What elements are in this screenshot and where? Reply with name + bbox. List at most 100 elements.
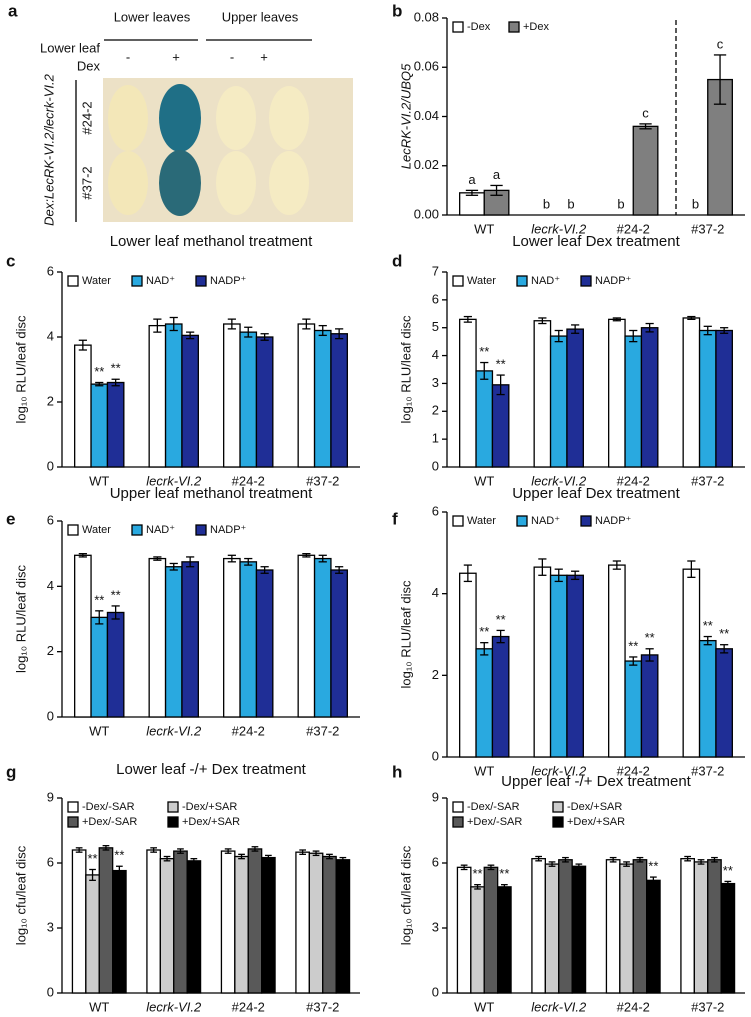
- bar: [186, 860, 202, 994]
- legend-label: Water: [82, 524, 111, 536]
- y-tick-label: 6: [432, 503, 439, 518]
- error-bar: [697, 859, 705, 865]
- y-tick-label: 0: [47, 984, 54, 999]
- error-bar: [703, 635, 712, 646]
- bar: [71, 849, 87, 994]
- error-bar: [227, 554, 236, 563]
- y-tick-label: 0.08: [414, 9, 439, 24]
- y-tick-label: 2: [47, 393, 54, 408]
- error-bar: [312, 850, 320, 857]
- y-tick-label: 9: [432, 789, 439, 804]
- dex-sign: -: [126, 49, 130, 64]
- annotation: c: [642, 105, 649, 120]
- error-bar: [95, 381, 104, 387]
- bar: [475, 370, 494, 468]
- bar: [619, 863, 634, 994]
- legend-swatch: [67, 816, 79, 828]
- error-bar: [244, 557, 253, 566]
- bar: [566, 328, 584, 468]
- x-tick-label: lecrk-VI.2: [531, 221, 587, 236]
- x-tick-label: #24-2: [232, 723, 265, 738]
- column-header: Upper leaves: [222, 9, 299, 24]
- legend-swatch: [452, 816, 464, 828]
- panel-letter: c: [6, 251, 15, 270]
- bar: [164, 566, 183, 718]
- error-bar: [487, 864, 495, 871]
- error-bar: [639, 123, 652, 130]
- error-bar: [496, 374, 505, 396]
- bar: [255, 336, 274, 468]
- legend-swatch: [552, 801, 564, 813]
- legend-label: -Dex: [467, 21, 491, 33]
- bar: [148, 557, 167, 718]
- leaf: [216, 151, 256, 215]
- bar: [682, 568, 701, 758]
- legend-label: NAD⁺: [146, 275, 175, 287]
- bar: [181, 561, 199, 718]
- error-bar: [260, 566, 269, 574]
- error-bar: [186, 556, 195, 568]
- error-bar: [720, 327, 729, 334]
- row-label: Dex: [77, 58, 101, 73]
- error-bar: [186, 331, 195, 340]
- panel-a: a Lower leaves Upper leaves Lower leaf D…: [8, 1, 353, 226]
- legend-swatch: [452, 515, 464, 527]
- bar: [549, 335, 568, 468]
- y-tick-label: 0: [47, 708, 54, 723]
- bar: [707, 78, 733, 216]
- dex-sign: -: [230, 49, 234, 64]
- error-bar: [480, 361, 489, 380]
- y-axis-label: log₁₀ RLU/leaf disc: [398, 580, 413, 689]
- x-tick-label: lecrk-VI.2: [146, 473, 202, 488]
- legend-label: NADP⁺: [210, 524, 247, 536]
- bar: [566, 574, 584, 758]
- bar: [223, 557, 241, 718]
- legend-swatch: [131, 524, 143, 536]
- error-bar: [169, 316, 178, 332]
- bar: [707, 859, 722, 994]
- line-label: #24-2: [79, 101, 94, 134]
- leaf: [269, 151, 309, 215]
- bar: [632, 859, 648, 994]
- legend-swatch: [452, 21, 464, 33]
- error-bar: [713, 54, 727, 105]
- error-bar: [474, 884, 481, 890]
- bar: [313, 557, 332, 718]
- y-axis-label: log₁₀ cfu/leaf disc: [13, 845, 28, 945]
- leaf: [108, 151, 148, 215]
- bar: [85, 874, 100, 994]
- annotation: **: [114, 848, 124, 863]
- legend-label: -Dex/+SAR: [182, 801, 237, 813]
- y-tick-label: 0.06: [414, 59, 439, 74]
- bar: [164, 323, 183, 468]
- legend-swatch: [167, 816, 179, 828]
- error-bar: [645, 648, 654, 662]
- bar: [497, 886, 512, 994]
- bar: [640, 654, 659, 758]
- bar: [533, 566, 552, 758]
- error-bar: [260, 333, 269, 341]
- annotation: **: [94, 364, 104, 379]
- annotation: **: [499, 866, 509, 881]
- error-bar: [95, 610, 104, 625]
- annotation: a: [493, 167, 501, 182]
- row-label: Lower leaf: [40, 40, 100, 55]
- legend-swatch: [167, 801, 179, 813]
- error-bar: [78, 553, 87, 558]
- bar: [255, 569, 274, 718]
- error-bar: [111, 378, 120, 387]
- error-bar: [224, 848, 232, 854]
- error-bar: [335, 566, 344, 574]
- bar: [632, 125, 659, 216]
- bar: [533, 320, 552, 468]
- annotation: **: [496, 357, 506, 372]
- chart-title: Upper leaf -/+ Dex treatment: [501, 773, 692, 790]
- bar: [173, 850, 188, 994]
- bar: [698, 639, 717, 758]
- error-bar: [623, 861, 630, 867]
- y-tick-label: 0: [432, 748, 439, 763]
- legend-label: -Dex/-SAR: [82, 801, 135, 813]
- error-bar: [169, 562, 178, 571]
- error-bar: [153, 318, 162, 333]
